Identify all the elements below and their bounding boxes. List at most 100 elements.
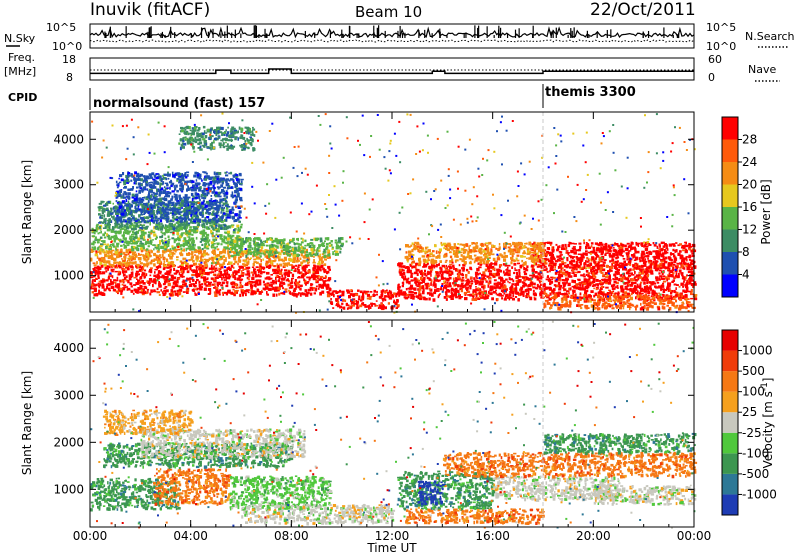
heatmap-cell <box>203 253 206 257</box>
heatmap-cell <box>401 284 404 288</box>
heatmap-cell <box>456 278 460 281</box>
heatmap-cell <box>297 243 301 245</box>
heatmap-cell <box>301 266 305 270</box>
heatmap-cell <box>249 280 253 283</box>
heatmap-cell <box>155 281 157 285</box>
heatmap-cell <box>380 293 384 297</box>
heatmap-cell <box>635 286 639 289</box>
heatmap-cell <box>189 258 194 261</box>
heatmap-cell <box>660 287 663 291</box>
heatmap-cell <box>575 261 578 265</box>
heatmap-cell <box>217 273 221 277</box>
heatmap-cell <box>458 269 461 272</box>
heatmap-cell <box>461 279 465 282</box>
heatmap-cell <box>638 257 641 261</box>
heatmap-cell <box>324 237 327 240</box>
heatmap-cell <box>430 282 432 286</box>
heatmap-cell <box>539 264 542 268</box>
heatmap-cell <box>543 283 546 287</box>
heatmap-cell <box>257 270 260 273</box>
heatmap-cell <box>622 267 625 271</box>
heatmap-cell <box>290 239 294 243</box>
heatmap-cell <box>558 259 561 262</box>
heatmap-cell <box>593 287 595 290</box>
heatmap-cell <box>633 253 635 256</box>
heatmap-cell <box>552 246 555 249</box>
heatmap-cell <box>164 272 168 275</box>
heatmap-cell <box>120 214 123 218</box>
heatmap-cell <box>486 266 490 270</box>
heatmap-cell <box>677 275 680 278</box>
heatmap-cell <box>679 250 682 253</box>
heatmap-cell <box>163 287 167 290</box>
heatmap-cell <box>201 254 205 257</box>
heatmap-cell <box>201 286 203 288</box>
heatmap-cell <box>387 302 390 305</box>
heatmap-cell <box>255 274 259 278</box>
heatmap-cell <box>232 274 236 277</box>
heatmap-cell <box>122 268 126 271</box>
heatmap-cell <box>128 240 131 244</box>
heatmap-cell <box>621 262 624 267</box>
heatmap-cell <box>415 268 418 272</box>
heatmap-cell <box>496 284 499 287</box>
heatmap-cell <box>530 265 534 268</box>
heatmap-cell <box>158 270 161 273</box>
heatmap-cell <box>155 235 158 238</box>
heatmap-cell <box>297 270 300 274</box>
heatmap-cell <box>406 266 409 269</box>
heatmap-cell <box>220 265 224 269</box>
heatmap-cell <box>195 257 199 261</box>
heatmap-cell <box>499 264 503 267</box>
heatmap-cell <box>665 247 668 250</box>
heatmap-cell <box>90 271 93 275</box>
heatmap-cell <box>675 287 677 291</box>
heatmap-cell <box>479 295 483 299</box>
heatmap-cell <box>290 285 294 289</box>
heatmap-cell <box>204 244 207 247</box>
heatmap-cell <box>487 290 490 294</box>
heatmap-cell <box>556 271 561 273</box>
heatmap-cell <box>422 288 425 292</box>
heatmap-cell <box>117 271 120 274</box>
heatmap-cell <box>204 278 209 281</box>
heatmap-cell <box>426 292 430 295</box>
heatmap-cell <box>482 287 485 290</box>
heatmap-cell <box>469 285 472 290</box>
heatmap-cell <box>415 283 418 286</box>
heatmap-cell <box>111 270 114 273</box>
heatmap-cell <box>194 243 196 247</box>
heatmap-cell <box>606 278 611 282</box>
heatmap-cell <box>105 279 109 282</box>
heatmap-cell <box>209 271 212 274</box>
heatmap-cell <box>237 262 239 266</box>
heatmap-cell <box>161 254 164 258</box>
heatmap-cell <box>319 275 324 278</box>
heatmap-cell <box>203 246 206 249</box>
heatmap-cell <box>106 232 108 237</box>
heatmap-cell <box>527 277 531 281</box>
heatmap-cell <box>474 271 479 275</box>
heatmap-cell <box>467 271 470 274</box>
heatmap-cell <box>529 274 533 277</box>
heatmap-cell <box>652 256 655 258</box>
heatmap-cell <box>254 246 257 250</box>
heatmap-cell <box>366 297 371 300</box>
heatmap-cell <box>643 281 646 285</box>
heatmap-cell <box>123 255 127 259</box>
nsky-panel <box>89 23 695 49</box>
heatmap-cell <box>585 246 588 250</box>
heatmap-cell <box>641 271 645 275</box>
heatmap-cell <box>513 271 516 275</box>
heatmap-cell <box>439 266 442 270</box>
heatmap-cell <box>131 248 135 252</box>
heatmap-cell <box>332 253 335 256</box>
heatmap-cell <box>131 255 135 258</box>
heatmap-cell <box>536 277 539 281</box>
heatmap-cell <box>404 278 407 280</box>
heatmap-cell <box>362 302 365 306</box>
heatmap-cell <box>362 292 365 296</box>
heatmap-cell <box>158 284 162 288</box>
heatmap-cell <box>283 292 286 295</box>
heatmap-cell <box>263 287 267 291</box>
